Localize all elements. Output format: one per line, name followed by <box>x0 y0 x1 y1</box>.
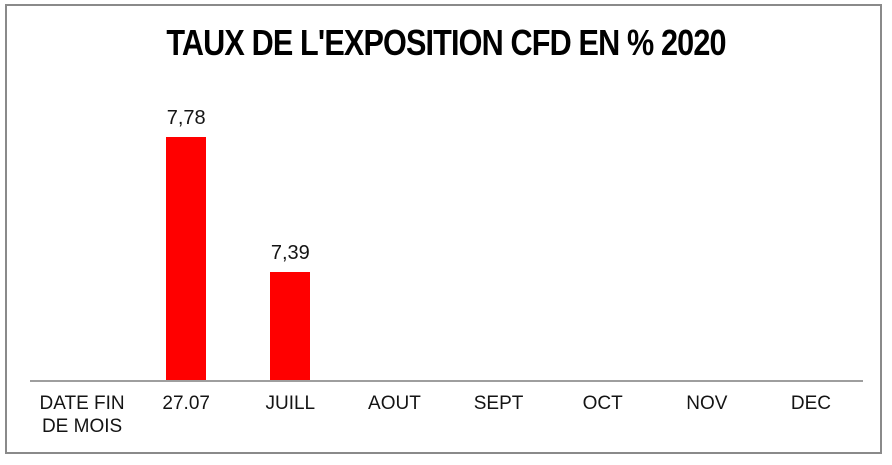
x-axis-category-label: AOUT <box>342 392 446 415</box>
x-axis-category-label: SEPT <box>447 392 551 415</box>
x-axis-category-text: DEC <box>790 393 831 414</box>
x-axis-category-label: DATE FIN DE MOIS <box>30 392 134 438</box>
x-axis-line <box>30 380 863 382</box>
x-axis-category-text: NOV <box>686 393 728 414</box>
x-axis-category-text: AOUT <box>368 393 421 414</box>
x-axis-category-text: DATE FIN DE MOIS <box>39 393 125 437</box>
x-axis-category-label: OCT <box>551 392 655 415</box>
x-axis-category-label: 27.07 <box>134 392 238 415</box>
x-axis-category-text: SEPT <box>473 393 524 414</box>
chart-frame-border <box>5 4 882 454</box>
bar-value-label: 7,78 <box>166 106 206 129</box>
x-axis-category-text: JUILL <box>265 393 316 414</box>
bar-value-label: 7,39 <box>270 242 310 265</box>
bar-juill <box>270 272 311 380</box>
x-axis-category-text: OCT <box>582 393 623 414</box>
x-axis-category-label: DEC <box>759 392 863 415</box>
x-axis-category-label: JUILL <box>238 392 342 415</box>
bar-27-07 <box>166 136 207 380</box>
x-axis-category-label: NOV <box>655 392 759 415</box>
chart-title: TAUX DE L'EXPOSITION CFD EN % 2020 <box>166 22 726 63</box>
x-axis-category-text: 27.07 <box>162 393 210 414</box>
